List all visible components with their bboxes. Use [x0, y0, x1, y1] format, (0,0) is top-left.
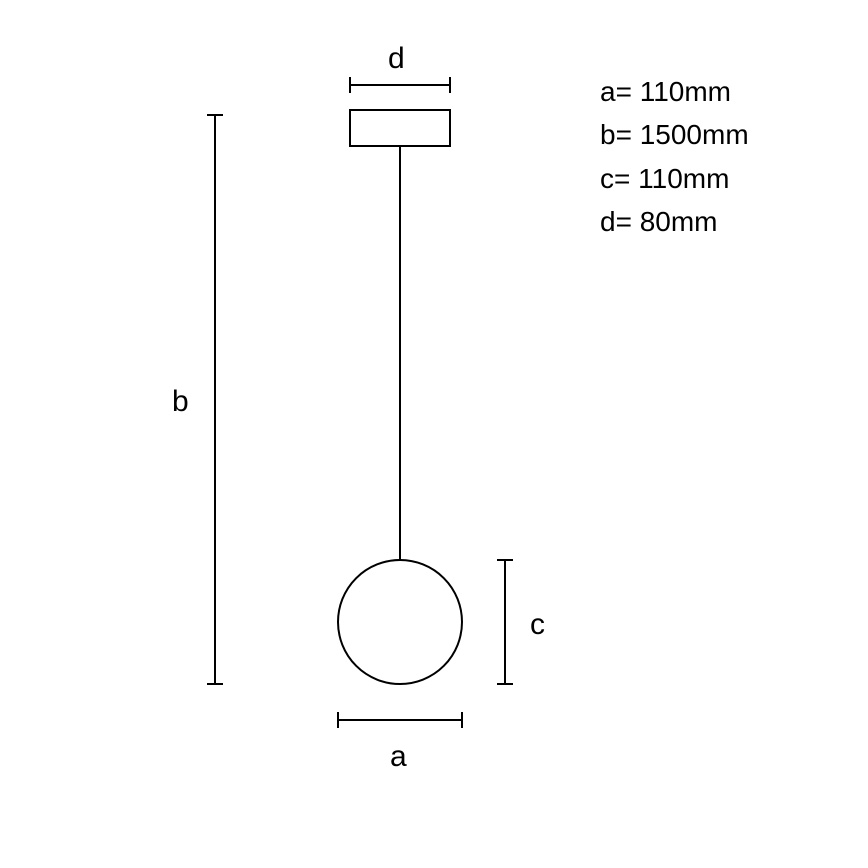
dimension-a	[338, 712, 462, 728]
legend-item-b: b= 1500mm	[600, 113, 749, 156]
legend-item-d: d= 80mm	[600, 200, 749, 243]
dimension-c	[497, 560, 513, 684]
canopy-rect	[350, 110, 450, 146]
globe-circle	[338, 560, 462, 684]
label-d: d	[388, 42, 405, 76]
label-b: b	[172, 385, 189, 419]
dimension-d	[350, 77, 450, 93]
dimension-b	[207, 115, 223, 684]
label-a: a	[390, 740, 407, 774]
legend-item-c: c= 110mm	[600, 157, 749, 200]
dimension-legend: a= 110mm b= 1500mm c= 110mm d= 80mm	[600, 70, 749, 244]
legend-item-a: a= 110mm	[600, 70, 749, 113]
label-c: c	[530, 608, 545, 642]
